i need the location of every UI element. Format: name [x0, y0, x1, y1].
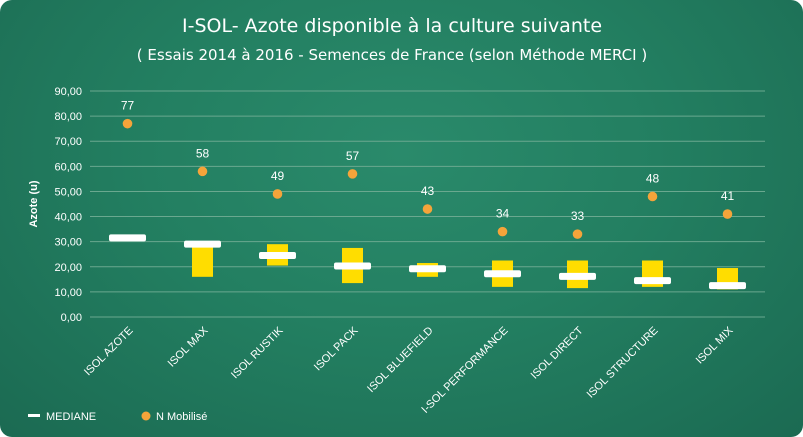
- y-tick-label: 0,00: [61, 312, 82, 324]
- chart-title: I-SOL- Azote disponible à la culture sui…: [182, 15, 602, 37]
- y-tick-label: 20,00: [54, 262, 82, 274]
- n-mobilise-point: [647, 191, 658, 202]
- y-axis-ticks: 0,00 10,00 20,00 30,00 40,00 50,00 60,00 70,00 8…: [54, 86, 82, 324]
- n-mobilise-label: 41: [721, 189, 735, 203]
- y-axis-title: Azote (u): [28, 180, 40, 227]
- legend-n-mobilise-label: N Mobilisé: [156, 411, 207, 423]
- n-mobilise-label: 49: [271, 169, 285, 183]
- legend-n-mobilise-marker: [141, 411, 151, 421]
- y-tick-label: 10,00: [54, 287, 82, 299]
- legend-median-label: MEDIANE: [46, 411, 96, 423]
- n-mobilise-point: [497, 226, 508, 237]
- median-marker: [559, 272, 596, 280]
- range-box: [192, 241, 213, 277]
- y-tick-label: 40,00: [54, 212, 82, 224]
- y-tick-label: 30,00: [54, 237, 82, 249]
- n-mobilise-point: [347, 169, 358, 179]
- median-marker: [334, 262, 371, 270]
- x-category-label: ISOL MIX: [694, 324, 736, 366]
- n-mobilise-point: [197, 166, 208, 177]
- n-mobilise-label: 77: [121, 99, 135, 113]
- n-mobilise-label: 57: [346, 149, 360, 163]
- median-marker: [484, 270, 521, 278]
- legend-median-swatch: [28, 414, 40, 417]
- y-tick-label: 80,00: [54, 111, 82, 123]
- n-mobilise-point: [572, 229, 583, 239]
- median-marker: [634, 277, 671, 285]
- median-marker: [409, 265, 446, 273]
- x-category-label: I-SOL PERFORMANCE: [419, 325, 510, 416]
- x-category-label: ISOL PACK: [312, 324, 361, 373]
- n-mobilise-point: [272, 189, 283, 199]
- chart-subtitle: ( Essais 2014 à 2016 - Semences de Franc…: [137, 46, 647, 64]
- y-tick-label: 70,00: [54, 136, 82, 148]
- x-axis-labels: ISOL AZOTE ISOL MAX ISOL RUSTIK ISOL PACK IS…: [82, 324, 736, 416]
- x-category-label: ISOL STRUCTURE: [585, 325, 661, 401]
- median-marker: [259, 251, 296, 259]
- y-tick-label: 60,00: [54, 161, 82, 173]
- x-category-label: ISOL MAX: [166, 324, 211, 369]
- plot-marks: 77 58 49 57 43 34 33 48 41: [109, 99, 746, 290]
- x-category-label: ISOL BLUEFIELD: [365, 325, 435, 395]
- y-tick-label: 50,00: [54, 186, 82, 198]
- legend: MEDIANE N Mobilisé: [28, 411, 207, 423]
- median-marker: [109, 234, 146, 242]
- n-mobilise-point: [722, 209, 733, 219]
- n-mobilise-label: 33: [571, 209, 585, 223]
- n-mobilise-point: [422, 204, 433, 214]
- x-category-label: ISOL DIRECT: [529, 324, 586, 381]
- n-mobilise-label: 48: [646, 171, 660, 185]
- n-mobilise-point: [122, 118, 133, 129]
- y-tick-label: 90,00: [54, 86, 82, 98]
- n-mobilise-label: 58: [196, 146, 210, 160]
- median-marker: [709, 282, 746, 290]
- n-mobilise-label: 34: [496, 207, 510, 221]
- x-category-label: ISOL AZOTE: [82, 325, 136, 379]
- median-marker: [184, 240, 221, 248]
- x-category-label: ISOL RUSTIK: [229, 324, 286, 381]
- n-mobilise-label: 43: [421, 184, 435, 198]
